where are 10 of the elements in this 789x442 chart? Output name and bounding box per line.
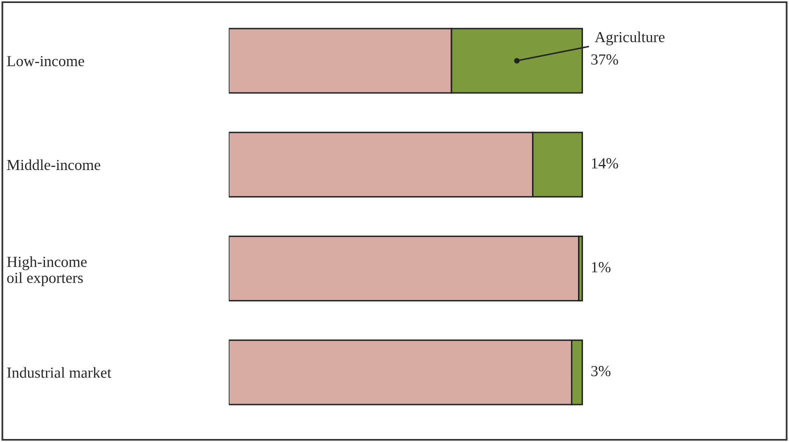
data-label: 3% — [591, 366, 610, 376]
data-label: 37% — [591, 54, 618, 65]
y-tick-label: High-income oil exporters — [7, 256, 87, 286]
y-tick-label: Low-income — [7, 56, 84, 66]
bar — [228, 236, 580, 302]
data-label: 14% — [592, 158, 618, 169]
series-label: Agriculture — [594, 31, 665, 46]
data-label: 1% — [592, 262, 610, 272]
y-tick-label: Middle-income — [7, 159, 100, 170]
y-tick-label: Industrial market — [7, 367, 112, 378]
